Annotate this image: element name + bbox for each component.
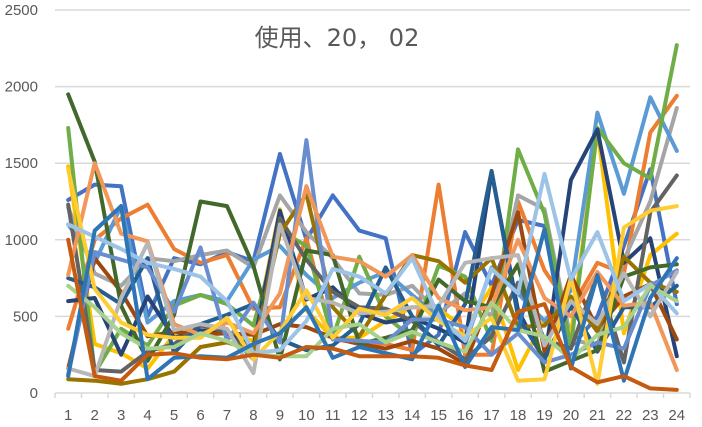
x-tick-label: 22 [616, 407, 633, 424]
x-tick-label: 18 [510, 407, 527, 424]
x-tick-label: 14 [404, 407, 421, 424]
x-tick-label: 8 [249, 407, 257, 424]
x-tick-label: 12 [351, 407, 368, 424]
y-tick-label: 2500 [5, 2, 38, 19]
series-line [66, 171, 679, 356]
x-tick-label: 17 [483, 407, 500, 424]
x-tick-label: 24 [668, 407, 685, 424]
y-axis: 0 500 1000 1500 2000 2500 [5, 2, 38, 402]
x-tick-label: 20 [563, 407, 580, 424]
y-tick-label: 1000 [5, 232, 38, 249]
x-tick-label: 11 [325, 407, 341, 424]
x-tick-label: 19 [536, 407, 553, 424]
series-line [66, 204, 679, 383]
x-tick-label: 3 [117, 407, 125, 424]
x-tick-label: 23 [642, 407, 659, 424]
x-tick-label: 6 [196, 407, 204, 424]
x-tick-label: 9 [276, 407, 284, 424]
series-line [66, 237, 679, 392]
y-tick-label: 0 [30, 385, 38, 402]
y-tick-label: 500 [13, 308, 38, 325]
x-tick-label: 5 [170, 407, 178, 424]
series-line [66, 167, 679, 386]
y-tick-label: 1500 [5, 155, 38, 172]
x-tick-label: 15 [430, 407, 447, 424]
x-tick-label: 13 [377, 407, 394, 424]
x-tick-label: 7 [223, 407, 231, 424]
chart-title: 使用、20， 02 [0, 18, 702, 53]
x-tick-label: 16 [457, 407, 474, 424]
plot-area [66, 43, 679, 392]
x-tick-label: 4 [143, 407, 151, 424]
x-tick-label: 10 [298, 407, 315, 424]
x-tick-label: 2 [91, 407, 99, 424]
x-tick-label: 21 [589, 407, 606, 424]
x-axis: 1 2 3 4 5 6 7 8 9 10 11 12 13 14 15 16 17 18 19 20 21 22 23 24 [54, 392, 691, 424]
chart-title-text: 使用、20， 02 [254, 24, 420, 52]
x-tick-label: 1 [64, 407, 72, 424]
y-tick-label: 2000 [5, 79, 38, 96]
